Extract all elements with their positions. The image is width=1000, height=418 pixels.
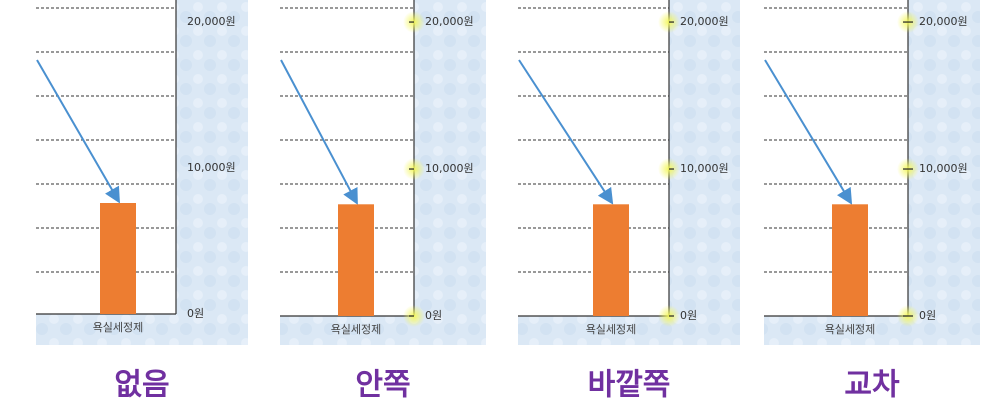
y-tick-label: 10,000원	[187, 161, 236, 174]
bar	[100, 203, 136, 314]
bar	[832, 204, 868, 316]
y-tick-label: 20,000원	[425, 15, 474, 28]
x-tick-label: 욕실세정제	[825, 323, 876, 336]
x-tick-label: 욕실세정제	[331, 323, 382, 336]
y-tick-label: 10,000원	[425, 162, 474, 175]
y-tick-label: 0원	[919, 309, 936, 322]
x-tick-label: 욕실세정제	[93, 321, 144, 334]
panel-caption: 교차	[844, 368, 900, 403]
y-tick-label: 10,000원	[680, 162, 729, 175]
y-tick-label: 20,000원	[187, 15, 236, 28]
panel-caption: 없음	[114, 368, 169, 403]
y-tick-label: 0원	[187, 307, 204, 320]
bar	[593, 204, 629, 316]
annotation-arrow	[280, 59, 358, 205]
y-tick-label: 10,000원	[919, 162, 968, 175]
panel-caption: 안쪽	[355, 368, 410, 403]
y-tick-label: 20,000원	[680, 15, 729, 28]
bar	[338, 204, 374, 316]
x-tick-label: 욕실세정제	[586, 323, 637, 336]
y-tick-label: 20,000원	[919, 15, 968, 28]
y-tick-label: 0원	[680, 309, 697, 322]
annotation-arrow	[36, 59, 121, 204]
annotation-arrow	[764, 59, 853, 205]
panel-caption: 바깥쪽	[588, 368, 671, 403]
y-tick-label: 0원	[425, 309, 442, 322]
annotation-arrow	[518, 59, 614, 205]
